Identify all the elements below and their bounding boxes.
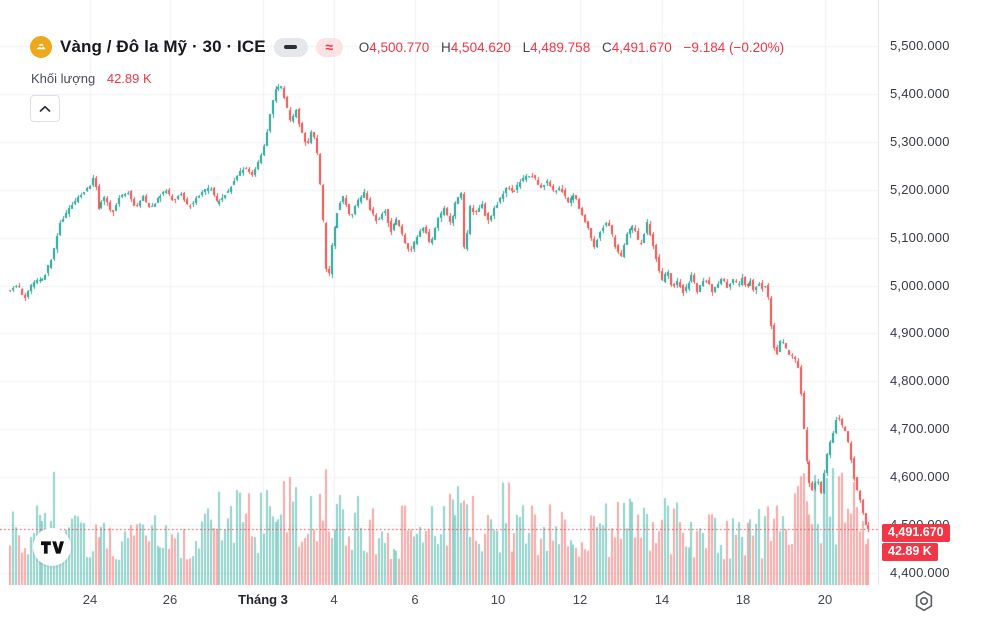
approx-icon: ≈ [325,39,334,55]
time-axis-label: 20 [817,592,833,607]
time-axis-label: 12 [572,592,588,607]
time-axis-label: Tháng 3 [238,592,288,607]
low-label: L [522,39,531,55]
tradingview-logo[interactable] [33,528,71,566]
time-axis-label: 18 [735,592,751,607]
symbol-title[interactable]: Vàng / Đô la Mỹ · 30 · ICE [60,37,266,56]
last-price-badge: 4,491.670 [882,524,950,542]
approx-pill-button[interactable]: ≈ [315,37,343,57]
price-axis[interactable]: 4,491.670 42.89 K 5,500.000 5,400.000 5,30… [878,0,1000,585]
time-axis-label: 6 [411,592,419,607]
tradingview-logo-glyph [40,540,64,554]
collapse-toolbar-button[interactable] [30,95,60,122]
settings-gear-button[interactable] [908,586,940,616]
open-value: 4,500.770 [369,39,430,55]
price-axis-label: 4,800.000 [890,373,950,389]
price-axis-label: 5,100.000 [890,229,950,245]
time-axis-label: 26 [162,592,178,607]
low-value: 4,489.758 [530,39,591,55]
price-axis-label: 4,700.000 [890,421,950,437]
close-value: 4,491.670 [611,39,672,55]
gear-icon [915,590,933,612]
price-axis-label: 5,200.000 [890,181,950,197]
chart-legend-header: Vàng / Đô la Mỹ · 30 · ICE ≈ O4,500.770 … [30,36,784,58]
price-axis-label: 5,300.000 [890,133,950,149]
high-value: 4,504.620 [450,39,511,55]
volume-value: 42.89 K [106,71,152,86]
price-chart-canvas[interactable] [0,0,878,585]
chevron-up-icon [39,105,51,112]
price-axis-label: 4,900.000 [890,325,950,341]
ohlc-readout: O4,500.770 H4,504.620 L4,489.758 C4,491.… [359,40,784,55]
gold-bars-icon [30,36,52,58]
volume-indicator-row: Khối lượng 42.89 K [31,71,152,86]
high-label: H [441,39,451,55]
price-axis-label: 4,400.000 [890,565,950,580]
change-value: −9.184 (−0.20%) [683,39,785,55]
time-axis-label: 4 [330,592,338,607]
price-axis-label: 5,000.000 [890,277,950,293]
volume-label[interactable]: Khối lượng [31,71,96,86]
open-label: O [358,39,370,55]
close-label: C [601,39,612,55]
time-axis[interactable]: 24 26 Tháng 3 4 6 10 12 14 18 20 [0,585,878,643]
dash-icon [284,45,298,49]
price-axis-label: 4,600.000 [890,469,950,485]
volume-badge: 42.89 K [882,543,938,561]
price-axis-label: 5,500.000 [890,38,950,53]
time-axis-label: 24 [82,592,98,607]
time-axis-label: 14 [654,592,670,607]
time-axis-label: 10 [490,592,506,607]
price-axis-label: 5,400.000 [890,85,950,101]
dash-pill-button[interactable] [273,37,308,57]
